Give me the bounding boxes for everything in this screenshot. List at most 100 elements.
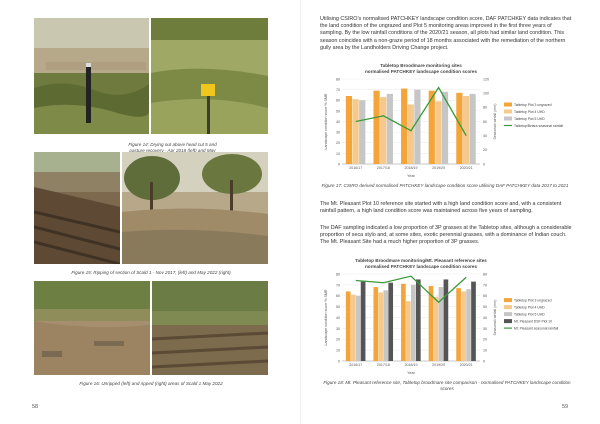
y2-tick-label: 20: [483, 148, 487, 152]
fig14-photo-left: [34, 18, 149, 134]
bar: [441, 91, 449, 164]
page-gutter: [300, 0, 301, 424]
legend-swatch: [504, 305, 512, 310]
y2-tick-label: 80: [483, 106, 487, 110]
y-tick-label: 60: [336, 294, 340, 298]
rainfall-line: [355, 275, 467, 304]
bar: [383, 290, 389, 361]
fig14-photo-right: [151, 18, 268, 134]
bar: [388, 282, 394, 361]
x-axis-label: Year: [407, 174, 415, 178]
x-tick-label: 2020/21: [460, 363, 473, 367]
y2-tick-label: 60: [483, 294, 487, 298]
y2-tick-label: 0: [483, 359, 485, 363]
bar: [462, 96, 470, 164]
x-tick-label: 2018/19: [405, 363, 418, 367]
legend-swatch: [504, 298, 512, 303]
chart-title: Tabletop Broodmare monitoring/Mt. Pleasa…: [355, 258, 487, 263]
bar: [438, 287, 444, 361]
bar: [407, 104, 414, 164]
bar: [401, 88, 408, 164]
y2-tick-label: 80: [483, 272, 487, 276]
chart-tabletop-mt-pleasant-patchkey: Tabletop Broodmare monitoring/Mt. Pleasa…: [320, 256, 572, 376]
fig15-caption: Figure 15: Ripping of section of Scald 1…: [71, 270, 231, 275]
legend-swatch: [504, 319, 512, 324]
chart-title: Tabletop Broodmare monitoring sites: [380, 63, 462, 68]
y2-tick-label: 40: [483, 316, 487, 320]
paragraph-mt-pleasant: The Mt. Pleasant Plot 10 reference site …: [320, 201, 562, 215]
x-tick-label: 2019/20: [432, 363, 445, 367]
y-tick-label: 80: [336, 272, 340, 276]
bar: [360, 281, 366, 361]
bar: [469, 93, 476, 164]
legend-label: Mt. Pleasant DSF Plot 10: [514, 319, 552, 323]
bar: [466, 289, 471, 361]
intro-paragraph: Utilising CSIRO’s normalised PATCHKEY la…: [320, 16, 572, 51]
bar: [373, 90, 380, 164]
legend-label: Tabletop/Belara seasonal rainfall: [514, 124, 563, 128]
y2-axis-label: Seasonal rainfall (mm): [493, 300, 497, 336]
y-tick-label: 20: [336, 141, 340, 145]
y-tick-label: 30: [336, 131, 340, 135]
legend-label: Tabletop Plot 5 UHD: [514, 117, 545, 121]
y-tick-label: 40: [336, 316, 340, 320]
y-tick-label: 0: [338, 359, 340, 363]
legend-label: Tabletop Plot 4 UHD: [514, 305, 545, 309]
y-tick-label: 50: [336, 305, 340, 309]
x-tick-label: 2017/18: [377, 363, 390, 367]
y-tick-label: 60: [336, 99, 340, 103]
bar: [406, 301, 411, 361]
bar: [401, 283, 406, 361]
chart-subtitle: normalised PATCHKEY landscape condition …: [365, 69, 478, 74]
fig16-caption: Figure 16: Unripped (left) and ripped (r…: [79, 381, 223, 386]
bar: [471, 281, 476, 361]
bar: [443, 279, 449, 361]
y-tick-label: 40: [336, 120, 340, 124]
bar: [345, 96, 353, 164]
y2-tick-label: 60: [483, 120, 487, 124]
x-tick-label: 2018/19: [405, 166, 418, 170]
y2-axis-label: Seasonal rainfall (mm): [493, 104, 497, 140]
bar: [435, 101, 442, 164]
x-tick-label: 2019/20: [432, 166, 445, 170]
fig18-caption: Figure 18: Mt. Pleasant reference site, …: [323, 380, 571, 391]
y-tick-label: 80: [336, 77, 340, 81]
bar: [461, 291, 466, 361]
rainfall-line: [355, 86, 467, 136]
x-tick-label: 2020/21: [460, 166, 473, 170]
y-tick-label: 50: [336, 109, 340, 113]
y2-tick-label: 50: [483, 305, 487, 309]
bar: [359, 100, 366, 164]
bar: [456, 288, 461, 361]
fig15-photo-right: [122, 152, 268, 264]
y-tick-label: 10: [336, 152, 340, 156]
y2-tick-label: 20: [483, 338, 487, 342]
y2-tick-label: 70: [483, 283, 487, 287]
bar: [373, 287, 379, 361]
x-axis-label: Year: [407, 371, 415, 375]
y-tick-label: 30: [336, 327, 340, 331]
x-tick-label: 2017/18: [377, 166, 390, 170]
fig16-photo-right: [152, 281, 268, 375]
bar: [380, 97, 387, 164]
y2-tick-label: 10: [483, 349, 487, 353]
bar: [350, 294, 356, 361]
y2-tick-label: 0: [483, 162, 485, 166]
bar: [355, 295, 361, 361]
y2-tick-label: 100: [483, 92, 489, 96]
y2-tick-label: 40: [483, 134, 487, 138]
legend-swatch: [504, 116, 512, 121]
bar: [433, 296, 439, 361]
bar: [428, 285, 434, 361]
right-page-number: 59: [562, 404, 569, 410]
fig16-photo-left: [34, 281, 150, 375]
legend-label: Tabletop Plot 4 UHD: [514, 110, 545, 114]
bar: [352, 99, 359, 164]
y-tick-label: 10: [336, 349, 340, 353]
y-axis-label: Landscape condition score % SMR: [324, 289, 328, 345]
bar: [386, 93, 393, 164]
legend-label: Tabletop Plot 3 ungrazed: [514, 298, 552, 302]
y2-tick-label: 30: [483, 327, 487, 331]
y-tick-label: 20: [336, 338, 340, 342]
y-tick-label: 70: [336, 88, 340, 92]
